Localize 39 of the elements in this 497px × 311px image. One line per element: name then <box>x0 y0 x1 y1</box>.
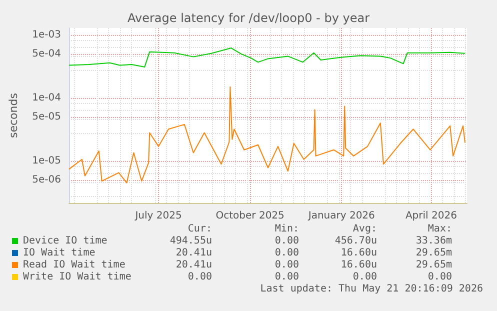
legend-label: IO Wait time <box>23 248 96 258</box>
text: Min: <box>274 224 299 234</box>
line-series <box>68 48 466 68</box>
text: 0.00 <box>274 236 299 246</box>
legend-label: Read IO Wait time <box>23 260 126 270</box>
text: 0.00 <box>352 272 377 282</box>
text: 16.60u <box>340 248 377 258</box>
text: Last update: Thu May 21 20:16:09 2026 <box>260 284 483 294</box>
text: 0.00 <box>274 272 299 282</box>
line-series <box>68 86 466 184</box>
text: 20.41u <box>176 260 212 270</box>
text: 16.60u <box>340 260 377 270</box>
text: 0.00 <box>274 248 299 258</box>
x-tick-label: October 2025 <box>216 210 284 222</box>
text: 29.65m <box>416 248 452 258</box>
legend-label: Write IO Wait time <box>23 272 132 282</box>
text: Cur: <box>188 224 212 234</box>
chart-title: Average latency for /dev/loop0 - by year <box>127 11 370 25</box>
text: 494.55u <box>170 236 212 246</box>
y-axis-title: seconds <box>7 92 20 138</box>
y-tick-label: 5e-04 <box>32 48 61 60</box>
text: Avg: <box>352 224 377 234</box>
text: 456.70u <box>334 236 377 246</box>
x-tick-label: April 2026 <box>405 210 457 222</box>
text: 0.00 <box>188 272 212 282</box>
text: 33.36m <box>416 236 452 246</box>
text: 20.41u <box>176 248 212 258</box>
x-tick-label: July 2025 <box>134 210 182 222</box>
text: 0.00 <box>274 260 299 270</box>
y-tick-label: 1e-05 <box>32 155 61 166</box>
text: 29.65m <box>416 260 452 270</box>
text: 0.00 <box>428 272 452 282</box>
x-tick-label: January 2026 <box>307 210 375 222</box>
y-tick-label: 1e-03 <box>32 29 61 40</box>
text: Max: <box>428 224 452 234</box>
y-tick-label: 5e-05 <box>32 111 61 122</box>
y-tick-label: 1e-04 <box>32 92 61 104</box>
y-tick-label: 5e-06 <box>32 174 61 186</box>
legend-label: Device IO time <box>23 236 108 246</box>
